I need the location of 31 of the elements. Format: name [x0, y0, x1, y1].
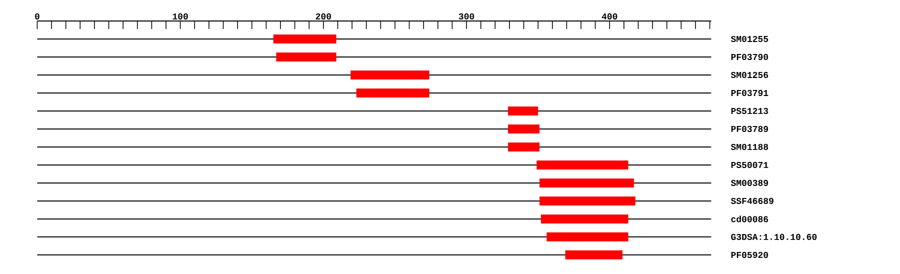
y-tick-label: PS51213: [731, 108, 768, 114]
bar: [539, 178, 634, 188]
bar: [508, 124, 540, 134]
y-tick-label: PF03789: [731, 126, 768, 132]
y-tick-label: SM01256: [730, 72, 768, 78]
bar: [276, 52, 336, 62]
bar: [539, 196, 636, 206]
x-tick-label: 300: [458, 13, 474, 20]
bar: [546, 232, 628, 242]
y-tick-label: PF03791: [731, 90, 768, 96]
bar: [273, 34, 336, 44]
y-tick-label: PS50071: [731, 162, 768, 168]
y-tick-label: PF05920: [731, 252, 768, 258]
y-tick-label: SM01255: [730, 36, 768, 42]
y-tick-label: SSF46689: [730, 198, 774, 204]
bar: [565, 250, 622, 260]
y-tick-label: SM00389: [730, 180, 768, 186]
bar: [540, 214, 628, 224]
y-tick-label: SM01188: [730, 144, 768, 150]
y-tick-label: cd00086: [731, 216, 768, 222]
y-tick-label: G3DSA:1.10.10.60: [731, 234, 817, 240]
bar: [508, 106, 538, 116]
x-tick-label: 200: [316, 13, 331, 20]
bar: [356, 88, 430, 98]
bar: [508, 142, 540, 152]
y-tick-label: PF03790: [731, 54, 768, 60]
bar: [350, 70, 430, 80]
bar: [536, 160, 628, 170]
x-tick-label: 100: [172, 13, 188, 20]
x-tick-label: 0: [35, 13, 40, 20]
x-tick-label: 400: [602, 13, 618, 20]
